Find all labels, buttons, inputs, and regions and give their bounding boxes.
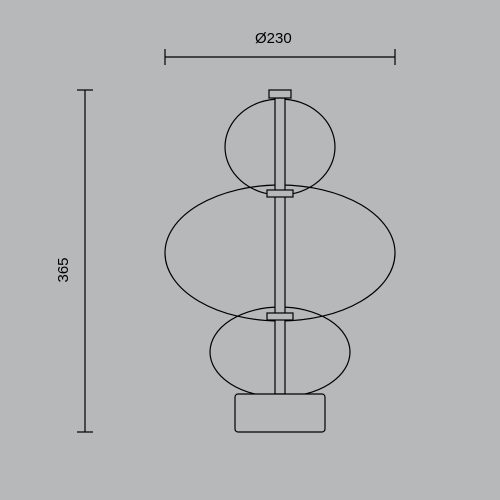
dim-diameter-label: Ø230 <box>255 30 292 47</box>
lamp-stem <box>275 98 285 394</box>
dimension-drawing: 365 Ø230 <box>0 0 500 500</box>
lamp-base <box>235 394 325 432</box>
dim-height-label: 365 <box>55 257 72 282</box>
lamp-top-cap <box>269 90 291 98</box>
lamp-connector-0 <box>267 190 293 197</box>
lamp-connector-1 <box>267 313 293 320</box>
